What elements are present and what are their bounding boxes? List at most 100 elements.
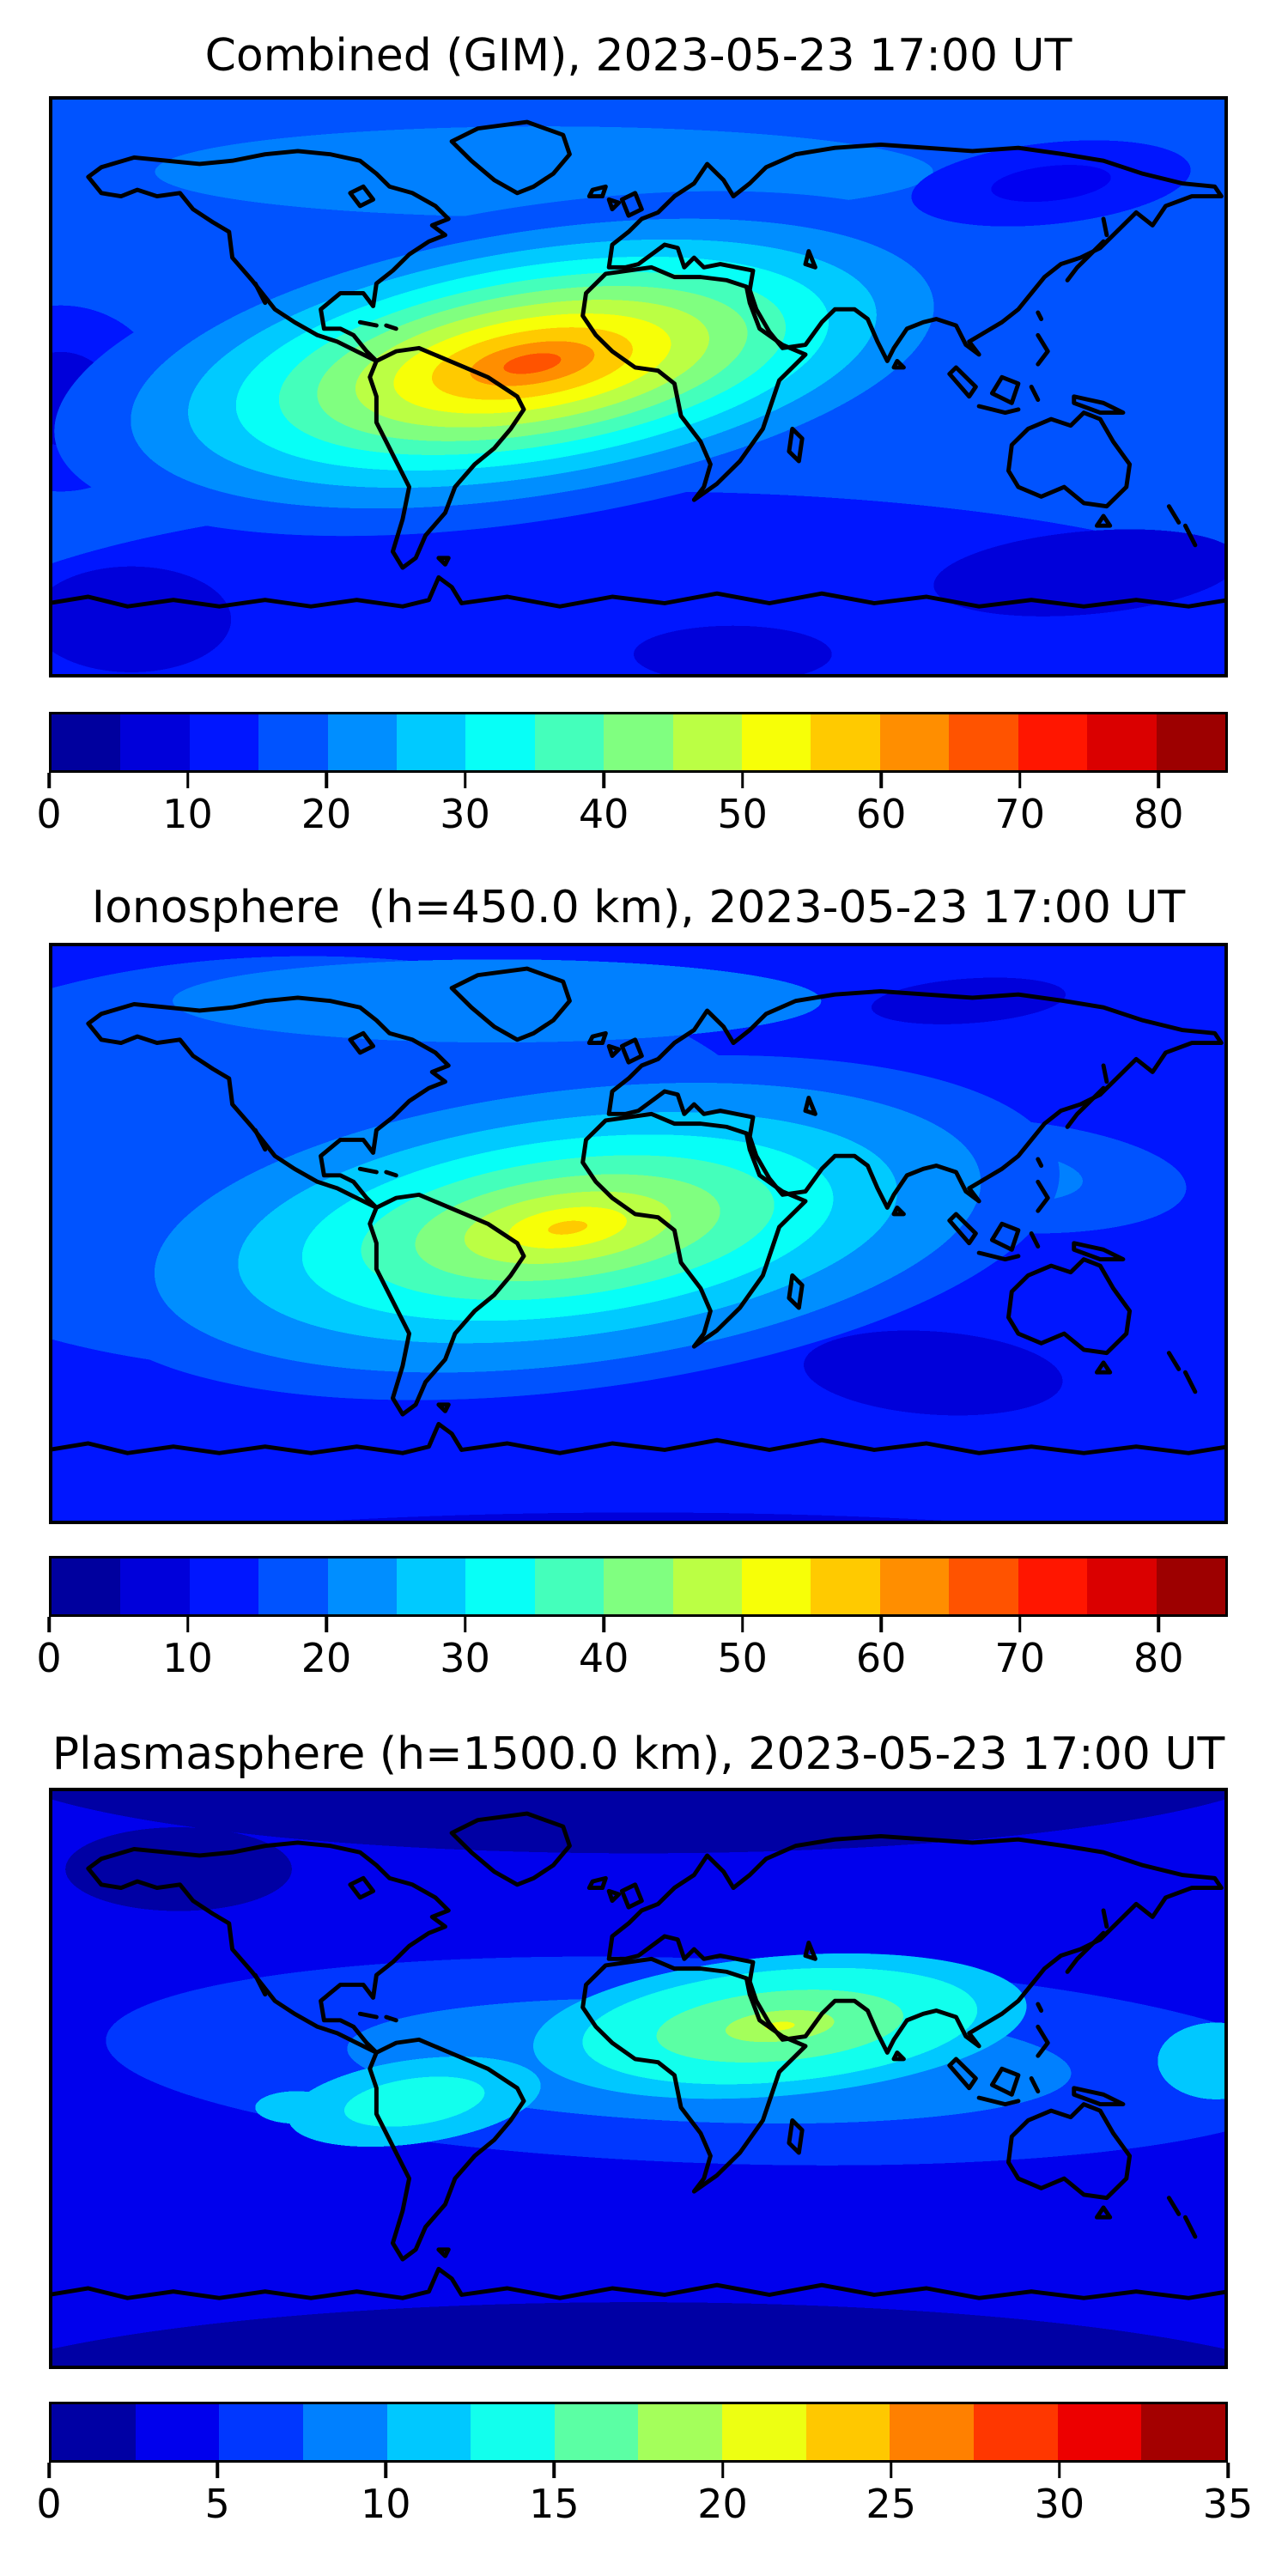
contour-blob-north-light-band [49,943,1087,1077]
colorbar-tick-label: 30 [1034,2481,1085,2527]
colorbar-segment [1018,714,1088,770]
contour-field [49,1788,1228,2369]
contour-blob-eastedge-cyan [1109,1990,1228,2131]
colorbar-segment [890,2404,975,2460]
colorbar-segment [1018,1558,1088,1614]
colorbar-bar [49,1556,1228,1617]
colorbar-tick-labels: 0 10 20 30 40 50 60 70 80 [36,791,1228,844]
contour-blob-samerica-cyan [274,2051,555,2152]
colorbar-tick-label: 50 [717,1635,768,1681]
colorbar-tick [325,1617,328,1632]
colorbar-segment [258,714,328,770]
colorbar-bar [49,2402,1228,2463]
colorbar-segment [302,2404,387,2460]
colorbar-segment [534,714,605,770]
colorbar-ionosphere: 0 10 20 30 40 50 60 70 80 [36,1556,1228,1680]
colorbar-tick [740,1617,744,1632]
colorbar-tick [185,1617,190,1632]
map-plasmasphere [49,1788,1228,2369]
colorbar-segment [1087,714,1157,770]
colorbar-tick [47,773,51,788]
colorbar-tick-label: 10 [162,791,213,837]
colorbar-tick-label: 20 [301,791,352,837]
colorbar-segment [52,2404,136,2460]
colorbar-segment [534,1558,605,1614]
colorbar-segment [1156,1558,1225,1614]
colorbar-segment [52,714,121,770]
colorbar-segment [949,1558,1018,1614]
colorbar-tick [740,773,744,788]
colorbar-tick-label: 60 [855,791,907,837]
map-frame [49,943,1228,1524]
colorbar-segment [949,714,1018,770]
contour-blob-bottomleft-navy [49,538,285,677]
colorbar-tick-marks [47,2463,1230,2478]
colorbar-segment [258,1558,328,1614]
colorbar-segment [604,1558,673,1614]
colorbar-tick-label: 30 [440,791,490,837]
colorbar-segment [604,714,673,770]
colorbar-tick-label: 0 [36,2481,62,2527]
panel-title-ionosphere: Ionosphere (h=450.0 km), 2023-05-23 17:0… [91,882,1186,933]
colorbar-tick-label: 40 [578,791,629,837]
colorbar-segment [465,714,535,770]
colorbar-tick [879,1617,883,1632]
map-ionosphere [49,943,1228,1524]
contour-field [49,943,1228,1524]
colorbar-tick [1226,2463,1230,2478]
colorbar-tick [602,773,605,788]
colorbar-tick [463,1617,467,1632]
colorbar-segment [52,1558,121,1614]
colorbar-tick [1058,2463,1061,2478]
colorbar-tick-labels: 0 10 20 30 40 50 60 70 80 [36,1635,1228,1688]
colorbar-tick-label: 20 [697,2481,748,2527]
contour-blob-atlantic-enhancement [76,1054,1060,1400]
colorbar-segment [397,1558,466,1614]
colorbar-tick [47,1617,51,1632]
colorbar-tick [325,773,328,788]
colorbar-tick [1018,773,1022,788]
colorbar-tick-labels: 0 5 10 15 20 25 30 35 [36,2481,1253,2534]
colorbar-tick-label: 35 [1202,2481,1254,2527]
colorbar-segment [120,1558,190,1614]
colorbar-tick-label: 25 [866,2481,916,2527]
colorbar-tick-label: 30 [440,1635,490,1681]
colorbar-segment [327,714,398,770]
colorbar-segment [811,714,880,770]
colorbar-segment [471,2404,555,2460]
colorbar-tick-label: 10 [162,1635,213,1681]
colorbar-tick [1018,1617,1022,1632]
map-combined-gim [49,96,1228,677]
map-frame [49,96,1228,677]
colorbar-combined: 0 10 20 30 40 50 60 70 80 [36,712,1228,835]
colorbar-segment [465,1558,535,1614]
contour-blob-siberia-low [851,121,1228,246]
colorbar-bar [49,712,1228,773]
colorbar-tick-label: 5 [204,2481,230,2527]
colorbar-segment [1087,1558,1157,1614]
colorbar-tick-label: 15 [529,2481,580,2527]
colorbar-segment [879,714,950,770]
colorbar-segment [554,2404,639,2460]
colorbar-segment [1141,2404,1225,2460]
colorbar-tick-marks [47,1617,1228,1632]
colorbar-segment [189,714,259,770]
contour-field [49,96,1228,677]
colorbar-segment [386,2404,471,2460]
colorbar-segment [722,2404,806,2460]
colorbar-tick [552,2463,556,2478]
colorbar-tick-label: 70 [994,1635,1045,1681]
map-frame [49,1788,1228,2369]
colorbar-segment [120,714,190,770]
contour-blob-farsouth-navy [49,1477,1228,1524]
colorbar-tick [463,773,467,788]
colorbar-tick-marks [47,773,1228,788]
colorbar-tick-label: 0 [36,791,62,837]
colorbar-segment [397,714,466,770]
colorbar-segment [135,2404,220,2460]
contour-blob-alaska-dark [49,1799,368,1939]
colorbar-tick [185,773,190,788]
colorbar-tick [1157,1617,1160,1632]
colorbar-tick-label: 70 [994,791,1045,837]
